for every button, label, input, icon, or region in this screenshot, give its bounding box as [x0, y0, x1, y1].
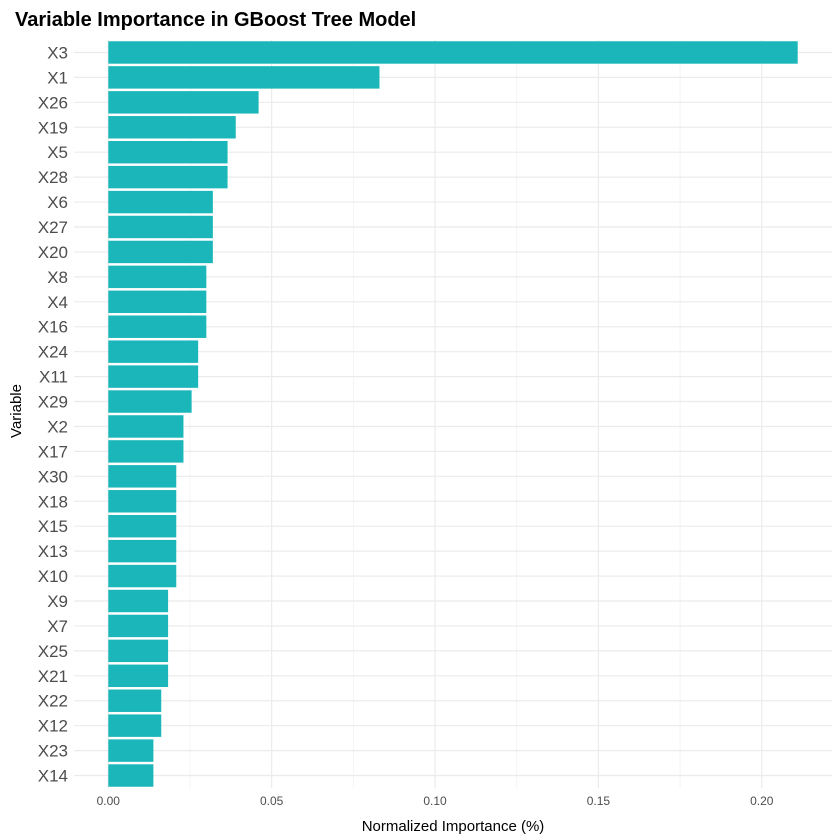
bar-x6 [108, 190, 213, 214]
y-tick-label-x9: X9 [47, 592, 68, 611]
bar-x20 [108, 240, 213, 264]
y-tick-label-x4: X4 [47, 293, 68, 312]
y-tick-label-x26: X26 [38, 93, 68, 112]
y-tick-label-x29: X29 [38, 393, 68, 412]
x-tick-labels: 0.00 0.05 0.10 0.15 0.20 [97, 794, 774, 808]
bar-x9 [108, 589, 169, 613]
y-tick-label-x15: X15 [38, 517, 68, 536]
bar-x2 [108, 415, 184, 438]
x-tick-label: 0.05 [260, 794, 284, 808]
y-tick-label-x5: X5 [47, 143, 68, 162]
y-tick-label-x2: X2 [47, 417, 68, 436]
bar-x23 [108, 739, 154, 762]
y-tick-label-x18: X18 [38, 492, 68, 511]
bar-x3 [108, 41, 798, 64]
bar-x27 [108, 215, 213, 239]
bar-x29 [108, 390, 192, 413]
x-tick-label: 0.20 [750, 794, 774, 808]
y-tick-label-x21: X21 [38, 667, 68, 686]
y-axis-title: Variable [8, 384, 25, 438]
bar-x28 [108, 165, 228, 189]
bar-x1 [108, 66, 380, 89]
x-axis-title: Normalized Importance (%) [362, 818, 545, 835]
bar-x19 [108, 116, 236, 139]
bar-x13 [108, 539, 177, 563]
y-tick-label-x28: X28 [38, 168, 68, 187]
y-tick-label-x12: X12 [38, 717, 68, 736]
bars [108, 41, 798, 787]
y-tick-labels: X3 X1 X26 X19 X5 X28 X6 X27 X20 X8 X4 X16 X24 X11 X29 X… [38, 43, 68, 785]
bar-x24 [108, 340, 199, 363]
bar-x16 [108, 315, 207, 338]
y-tick-label-x22: X22 [38, 692, 68, 711]
y-tick-label-x1: X1 [47, 68, 68, 87]
y-tick-label-x10: X10 [38, 567, 68, 586]
bar-x10 [108, 564, 177, 588]
y-tick-label-x19: X19 [38, 118, 68, 137]
y-tick-label-x13: X13 [38, 542, 68, 561]
bar-x15 [108, 514, 177, 538]
x-tick-label: 0.15 [587, 794, 611, 808]
bar-x21 [108, 664, 169, 688]
y-tick-label-x6: X6 [47, 193, 68, 212]
y-tick-label-x8: X8 [47, 268, 68, 287]
y-tick-label-x14: X14 [38, 767, 68, 786]
x-tick-label: 0.10 [423, 794, 447, 808]
bar-x26 [108, 91, 259, 114]
y-tick-label-x11: X11 [39, 368, 68, 387]
y-tick-label-x30: X30 [38, 467, 68, 486]
bar-x30 [108, 465, 177, 488]
y-tick-label-x16: X16 [38, 318, 68, 337]
x-tick-label: 0.00 [97, 794, 121, 808]
y-tick-label-x27: X27 [38, 218, 68, 237]
y-tick-label-x17: X17 [38, 442, 68, 461]
bar-x14 [108, 764, 154, 787]
bar-x8 [108, 265, 207, 289]
y-tick-label-x25: X25 [38, 642, 68, 661]
y-tick-label-x7: X7 [47, 617, 68, 636]
y-tick-label-x24: X24 [38, 343, 68, 362]
y-tick-label-x23: X23 [38, 742, 68, 761]
bar-x18 [108, 490, 177, 513]
y-tick-label-x20: X20 [38, 243, 68, 262]
chart-title: Variable Importance in GBoost Tree Model [15, 9, 416, 31]
bar-x12 [108, 714, 162, 737]
bar-x17 [108, 440, 184, 463]
bar-x22 [108, 689, 162, 712]
bar-x5 [108, 140, 228, 164]
y-tick-label-x3: X3 [47, 43, 68, 62]
bar-x7 [108, 614, 169, 638]
bar-x25 [108, 639, 169, 663]
bar-x11 [108, 365, 199, 388]
bar-x4 [108, 290, 207, 314]
